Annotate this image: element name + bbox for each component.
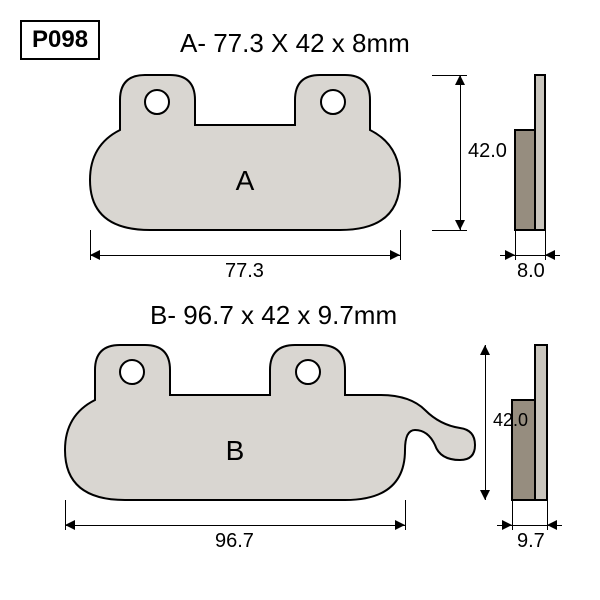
arrow-icon (505, 250, 515, 260)
part-code-box: P098 (20, 20, 100, 60)
pad-a-width-label: 77.3 (225, 260, 264, 283)
dim-line (485, 345, 486, 500)
dim-line (90, 255, 400, 256)
dim-line (65, 525, 405, 526)
arrow-icon (547, 520, 557, 530)
arrow-icon (545, 250, 555, 260)
pad-b-title: B- 96.7 x 42 x 9.7mm (150, 300, 397, 331)
arrow-icon (480, 345, 490, 355)
pad-a-title: A- 77.3 X 42 x 8mm (180, 28, 410, 59)
arrow-icon (480, 490, 490, 500)
dim-line (460, 75, 461, 230)
dim-ext-line (432, 230, 467, 231)
pad-b-height-label: 42.0 (493, 410, 528, 431)
pad-a-front-view: A (60, 70, 430, 250)
arrow-icon (390, 250, 400, 260)
pad-a-label: A (236, 165, 255, 196)
pad-b-thickness-label: 9.7 (517, 530, 545, 553)
arrow-icon (455, 220, 465, 230)
pad-b-width-label: 96.7 (215, 530, 254, 553)
pad-a-side-view (500, 70, 570, 250)
arrow-icon (395, 520, 405, 530)
pad-b-front-view: B (40, 340, 480, 520)
arrow-icon (502, 520, 512, 530)
arrow-icon (455, 75, 465, 85)
arrow-icon (90, 250, 100, 260)
arrow-icon (65, 520, 75, 530)
pad-a-thickness-label: 8.0 (517, 260, 545, 283)
dim-ext-line (405, 500, 406, 530)
dim-ext-line (400, 230, 401, 260)
pad-a-height-label: 42.0 (468, 140, 507, 163)
pad-b-label: B (226, 435, 245, 466)
